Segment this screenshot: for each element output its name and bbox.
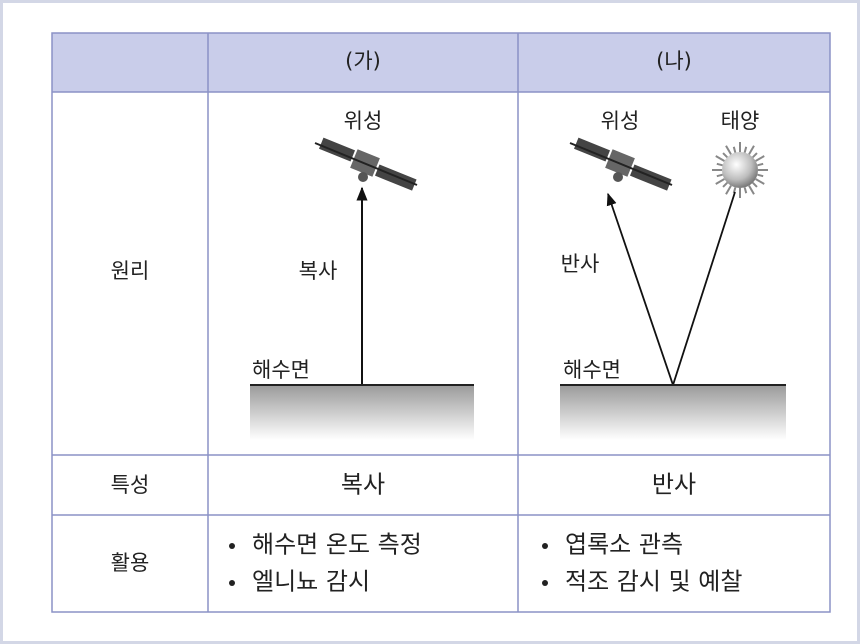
diagram-b: 위성 태양 반사 해수면 bbox=[560, 109, 786, 440]
property: 복사 bbox=[341, 471, 385, 499]
use-item: 엽록소 관측 bbox=[565, 531, 683, 559]
ground bbox=[250, 385, 474, 440]
bullet bbox=[542, 580, 548, 586]
use-item: 적조 감시 및 예찰 bbox=[565, 568, 742, 596]
sun-ray bbox=[715, 155, 725, 162]
row-label: 원리 bbox=[111, 259, 150, 283]
ray bbox=[672, 191, 736, 386]
sun-ray bbox=[722, 152, 728, 158]
sun-ray bbox=[732, 146, 737, 153]
use-item: 해수면 온도 측정 bbox=[252, 531, 422, 559]
sun-ray bbox=[752, 182, 758, 188]
sun-ray bbox=[716, 173, 723, 178]
use-item: 엘니뇨 감시 bbox=[252, 568, 370, 596]
row-label: 특성 bbox=[111, 473, 150, 497]
sun-ray bbox=[743, 146, 748, 153]
sun-ray bbox=[757, 162, 764, 167]
bullet bbox=[542, 543, 548, 549]
sun-ray bbox=[755, 178, 765, 185]
sun-ray bbox=[715, 178, 725, 185]
header-fill bbox=[52, 33, 830, 92]
bullet bbox=[229, 580, 235, 586]
sun-ray bbox=[716, 162, 723, 167]
sun-ray bbox=[748, 145, 755, 155]
sun-ray bbox=[743, 187, 748, 194]
arrow bbox=[606, 192, 674, 386]
ground bbox=[560, 385, 786, 440]
satellite-label: 위성 bbox=[601, 109, 640, 133]
surface-label: 해수면 bbox=[563, 358, 621, 382]
property: 반사 bbox=[652, 471, 696, 499]
surface-label: 해수면 bbox=[252, 358, 310, 382]
satellite-label: 위성 bbox=[344, 109, 383, 133]
sun-ray bbox=[748, 185, 755, 195]
header: (나) bbox=[656, 49, 692, 73]
sun-ray bbox=[757, 173, 764, 178]
sun-ray bbox=[755, 155, 765, 162]
sun-ray bbox=[752, 152, 758, 158]
sun-icon bbox=[712, 142, 768, 198]
arrow-label: 복사 bbox=[299, 259, 338, 283]
arrow-label: 반사 bbox=[561, 252, 600, 276]
sun-ray bbox=[725, 185, 732, 195]
row-label: 활용 bbox=[111, 551, 150, 575]
bullet bbox=[229, 543, 235, 549]
grid bbox=[51, 32, 831, 613]
sun-ray bbox=[722, 182, 728, 188]
sun-label: 태양 bbox=[721, 109, 760, 133]
header: (가) bbox=[345, 49, 381, 73]
diagram-a: 위성 복사 해수면 bbox=[250, 109, 474, 440]
sun-ray bbox=[725, 145, 732, 155]
